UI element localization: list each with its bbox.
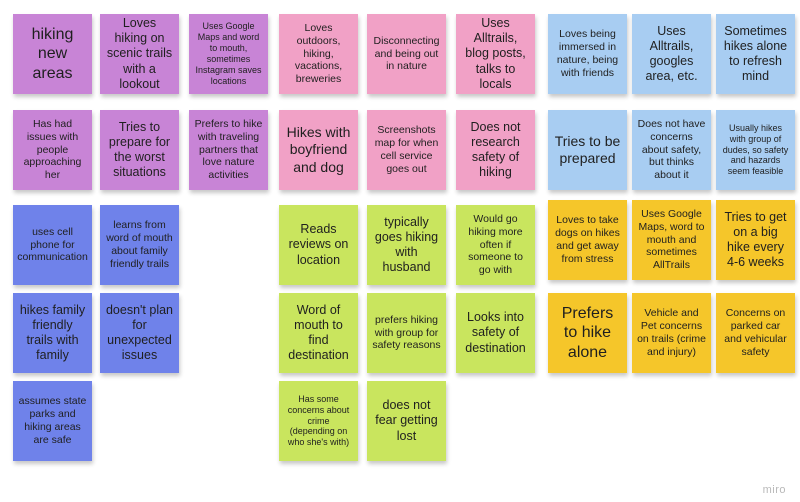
sticky-note-text: Loves to take dogs on hikes and get away… bbox=[555, 214, 620, 265]
sticky-note-text: Loves being immersed in nature, being wi… bbox=[556, 28, 619, 79]
sticky-note-text: Uses Google Maps and word to mouth, some… bbox=[195, 21, 262, 86]
sticky-note-text: Tries to get on a big hike every 4-6 wee… bbox=[724, 209, 787, 270]
sticky-note[interactable]: Uses Google Maps and word to mouth, some… bbox=[189, 14, 268, 94]
sticky-note[interactable]: typically goes hiking with husband bbox=[367, 205, 446, 285]
sticky-note[interactable]: Loves outdoors, hiking, vacations, brewe… bbox=[279, 14, 358, 94]
sticky-note-text: Vehicle and Pet concerns on trails (crim… bbox=[637, 307, 706, 358]
sticky-note-text: does not fear getting lost bbox=[375, 398, 438, 443]
sticky-note[interactable]: Sometimes hikes alone to refresh mind bbox=[716, 14, 795, 94]
sticky-note-text: Loves outdoors, hiking, vacations, brewe… bbox=[294, 22, 343, 86]
sticky-note[interactable]: Word of mouth to find destination bbox=[279, 293, 358, 373]
sticky-note[interactable]: does not fear getting lost bbox=[367, 381, 446, 461]
sticky-note[interactable]: Does not research safety of hiking bbox=[456, 110, 535, 190]
sticky-note[interactable]: hikes family friendly trails with family bbox=[13, 293, 92, 373]
sticky-note-text: learns from word of mouth about family f… bbox=[106, 219, 173, 270]
sticky-note-text: Disconnecting and being out in nature bbox=[373, 34, 440, 73]
sticky-note[interactable]: Tries to be prepared bbox=[548, 110, 627, 190]
sticky-note[interactable]: Concerns on parked car and vehicular saf… bbox=[716, 293, 795, 373]
sticky-note[interactable]: assumes state parks and hiking areas are… bbox=[13, 381, 92, 461]
miro-watermark: miro bbox=[762, 484, 786, 496]
sticky-note[interactable]: Disconnecting and being out in nature bbox=[367, 14, 446, 94]
sticky-note-text: assumes state parks and hiking areas are… bbox=[18, 395, 87, 446]
sticky-note-text: Tries to prepare for the worst situation… bbox=[108, 119, 171, 180]
sticky-note[interactable]: uses cell phone for communication bbox=[13, 205, 92, 285]
sticky-note[interactable]: Loves being immersed in nature, being wi… bbox=[548, 14, 627, 94]
sticky-note[interactable]: Tries to get on a big hike every 4-6 wee… bbox=[716, 200, 795, 280]
sticky-note[interactable]: Reads reviews on location bbox=[279, 205, 358, 285]
sticky-note[interactable]: Would go hiking more often if someone to… bbox=[456, 205, 535, 285]
sticky-note[interactable]: learns from word of mouth about family f… bbox=[100, 205, 179, 285]
sticky-note-text: Has some concerns about crime (depending… bbox=[287, 393, 350, 448]
sticky-note[interactable]: Has had issues with people approaching h… bbox=[13, 110, 92, 190]
sticky-note[interactable]: Prefers to hike alone bbox=[548, 293, 627, 373]
sticky-note[interactable]: Does not have concerns about safety, but… bbox=[632, 110, 711, 190]
sticky-note-text: Uses Alltrails, googles area, etc. bbox=[645, 23, 698, 84]
sticky-note-text: Word of mouth to find destination bbox=[288, 302, 349, 363]
sticky-note-text: doesn't plan for unexpected issues bbox=[105, 302, 174, 363]
sticky-note[interactable]: prefers hiking with group for safety rea… bbox=[367, 293, 446, 373]
sticky-note-text: Uses Alltrails, blog posts, talks to loc… bbox=[465, 15, 526, 91]
sticky-note-text: Does not have concerns about safety, but… bbox=[637, 118, 706, 182]
sticky-note[interactable]: Uses Alltrails, googles area, etc. bbox=[632, 14, 711, 94]
sticky-note[interactable]: Looks into safety of destination bbox=[456, 293, 535, 373]
sticky-note[interactable]: Hikes with boyfriend and dog bbox=[279, 110, 358, 190]
sticky-note[interactable]: doesn't plan for unexpected issues bbox=[100, 293, 179, 373]
sticky-note[interactable]: Vehicle and Pet concerns on trails (crim… bbox=[632, 293, 711, 373]
sticky-note-text: typically goes hiking with husband bbox=[374, 214, 439, 275]
sticky-note-text: Concerns on parked car and vehicular saf… bbox=[724, 307, 787, 358]
sticky-note-text: Uses Google Maps, word to mouth and some… bbox=[638, 208, 705, 272]
sticky-note-text: Prefers to hike with traveling partners … bbox=[194, 118, 263, 182]
sticky-note[interactable]: Tries to prepare for the worst situation… bbox=[100, 110, 179, 190]
sticky-note[interactable]: Uses Alltrails, blog posts, talks to loc… bbox=[456, 14, 535, 94]
sticky-note[interactable]: Loves to take dogs on hikes and get away… bbox=[548, 200, 627, 280]
sticky-note[interactable]: Loves hiking on scenic trails with a loo… bbox=[100, 14, 179, 94]
sticky-note[interactable]: Screenshots map for when cell service go… bbox=[367, 110, 446, 190]
sticky-note-text: Loves hiking on scenic trails with a loo… bbox=[106, 15, 173, 91]
sticky-note[interactable]: Uses Google Maps, word to mouth and some… bbox=[632, 200, 711, 280]
sticky-note-text: Tries to be prepared bbox=[554, 132, 621, 166]
sticky-note-text: Usually hikes with group of dudes, so sa… bbox=[722, 122, 789, 177]
sticky-note-text: Would go hiking more often if someone to… bbox=[468, 213, 523, 277]
sticky-note[interactable]: Usually hikes with group of dudes, so sa… bbox=[716, 110, 795, 190]
sticky-note-text: Looks into safety of destination bbox=[465, 310, 526, 355]
sticky-note-text: Hikes with boyfriend and dog bbox=[286, 124, 351, 175]
sticky-note-text: hikes family friendly trails with family bbox=[19, 302, 86, 363]
sticky-note-text: hiking new areas bbox=[31, 25, 74, 82]
sticky-note[interactable]: Has some concerns about crime (depending… bbox=[279, 381, 358, 461]
sticky-note-text: prefers hiking with group for safety rea… bbox=[372, 313, 441, 352]
sticky-note-text: Sometimes hikes alone to refresh mind bbox=[723, 23, 788, 84]
sticky-note-text: Has had issues with people approaching h… bbox=[23, 118, 82, 182]
sticky-note-text: uses cell phone for communication bbox=[17, 225, 88, 264]
sticky-note[interactable]: Prefers to hike with traveling partners … bbox=[189, 110, 268, 190]
sticky-note-text: Reads reviews on location bbox=[288, 222, 349, 267]
sticky-note-text: Prefers to hike alone bbox=[561, 304, 614, 361]
sticky-note-text: Screenshots map for when cell service go… bbox=[374, 124, 439, 175]
sticky-note[interactable]: hiking new areas bbox=[13, 14, 92, 94]
sticky-note-text: Does not research safety of hiking bbox=[470, 119, 521, 180]
